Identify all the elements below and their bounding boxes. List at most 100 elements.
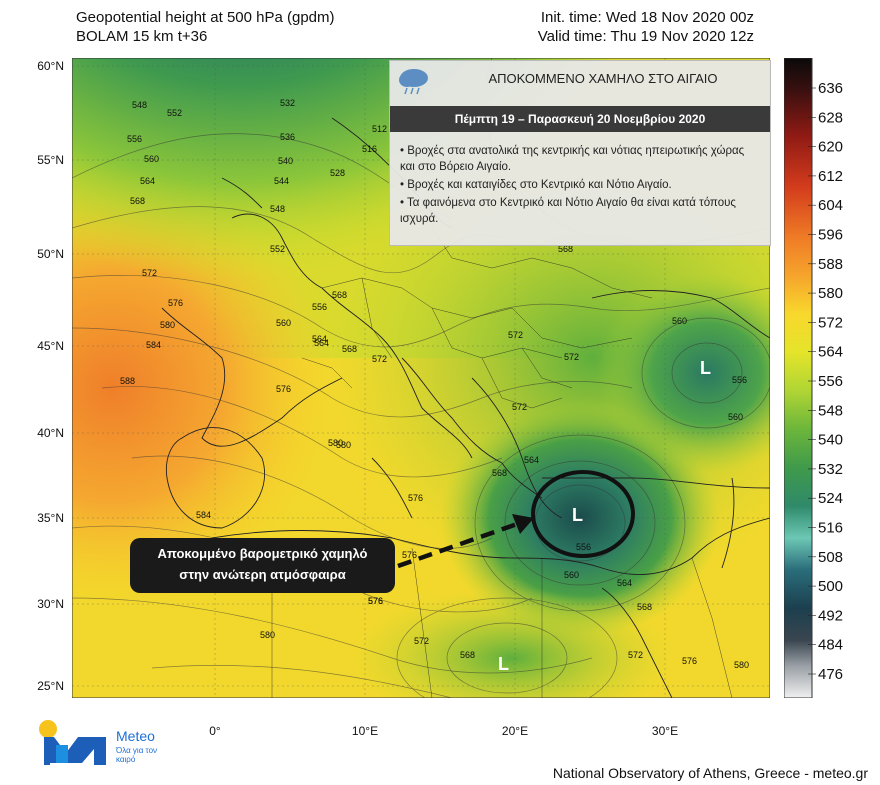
contour-label: 588 [120, 376, 135, 386]
contour-label: 568 [342, 344, 357, 354]
contour-label: 584 [196, 510, 211, 520]
contour-label: 560 [564, 570, 579, 580]
colorbar-label: 532 [818, 461, 843, 478]
lat-label: 55°N [37, 153, 64, 167]
colorbar-label: 516 [818, 520, 843, 537]
callout-line-1: Αποκομμένο βαρομετρικό χαμηλό [157, 546, 368, 561]
contour-label: 544 [274, 176, 289, 186]
colorbar-label: 572 [818, 314, 843, 331]
contour-label: 556 [732, 375, 747, 385]
contour-label: 580 [328, 438, 343, 448]
cutoff-low-callout: Αποκομμένο βαρομετρικό χαμηλό στην ανώτε… [130, 538, 395, 593]
lat-label: 50°N [37, 247, 64, 261]
contour-label: 564 [314, 338, 329, 348]
colorbar-label: 556 [818, 373, 843, 390]
contour-label: 552 [270, 244, 285, 254]
contour-label: 576 [368, 596, 383, 606]
colorbar-label: 604 [818, 197, 843, 214]
colorbar-label: 580 [818, 285, 843, 302]
contour-label: 584 [146, 340, 161, 350]
lon-label: 0° [209, 724, 221, 738]
colorbar-label: 492 [818, 607, 843, 624]
contour-label: 580 [260, 630, 275, 640]
contour-label: 528 [330, 168, 345, 178]
colorbar-label: 628 [818, 109, 843, 126]
low-pressure-libya: L [498, 654, 509, 674]
lat-label: 45°N [37, 339, 64, 353]
callout-arrow [397, 514, 534, 569]
colorbar-label: 500 [818, 578, 843, 595]
contour-label: 572 [142, 268, 157, 278]
meteo-logo-icon [39, 720, 106, 765]
contour-label: 576 [682, 656, 697, 666]
contour-label: 564 [312, 334, 327, 344]
model-label: BOLAM 15 km t+36 [76, 28, 208, 45]
contour-label: 576 [368, 596, 383, 606]
contour-label: 576 [402, 550, 417, 560]
colorbar-label: 564 [818, 344, 843, 361]
contour-label: 560 [144, 154, 159, 164]
info-bullet: • Βροχές στα ανατολικά της κεντρικής και… [400, 145, 745, 173]
contour-label: 572 [564, 352, 579, 362]
contour-label: 540 [278, 156, 293, 166]
contour-label: 572 [372, 354, 387, 364]
colorbar-label: 540 [818, 432, 843, 449]
lon-label: 20°E [501, 724, 529, 738]
colorbar-label: 620 [818, 139, 843, 156]
colorbar-label: 484 [818, 637, 843, 654]
colorbar-label: 636 [818, 80, 843, 97]
contour-label: 568 [637, 602, 652, 612]
colorbar: 636 628 620 612 604 596 588 580 572 564 556 548 540 5… [784, 58, 843, 698]
contour-label: 580 [160, 320, 175, 330]
contour-label: 564 [617, 578, 632, 588]
logo-tagline: Όλα για τον καιρό [116, 746, 158, 764]
lat-label: 25°N [37, 679, 64, 693]
colorbar-label: 476 [818, 666, 843, 683]
init-time: Init. time: Wed 18 Nov 2020 00z [540, 9, 754, 26]
lat-label: 30°N [37, 597, 64, 611]
callout-line-2: στην ανώτερη ατμόσφαιρα [179, 567, 346, 582]
info-box: ΑΠΟΚΟΜΜΕΝΟ ΧΑΜΗΛΟ ΣΤΟ ΑΙΓΑΙΟ Πέμπτη 19 –… [389, 60, 771, 246]
low-highlight-ring [531, 470, 635, 558]
contour-label: 572 [508, 330, 523, 340]
lon-label: 10°E [351, 724, 379, 738]
lat-label: 40°N [37, 426, 64, 440]
contour-label: 572 [512, 402, 527, 412]
colorbar-label: 508 [818, 549, 843, 566]
contour-label: 512 [372, 124, 387, 134]
info-bullet: • Τα φαινόμενα στο Κεντρικό και Νότιο Αι… [400, 197, 736, 225]
logo-name: Meteo [116, 728, 155, 744]
colorbar-label: 524 [818, 490, 843, 507]
rain-cloud-icon [399, 69, 428, 95]
lat-label: 35°N [37, 511, 64, 525]
contour-label: 568 [492, 468, 507, 478]
contour-label: 576 [276, 384, 291, 394]
contour-label: 548 [270, 204, 285, 214]
contour-label: 536 [280, 132, 295, 142]
footer-credit: National Observatory of Athens, Greece -… [552, 765, 868, 781]
contour-label: 580 [336, 440, 351, 450]
lat-label: 60°N [37, 59, 64, 73]
contour-label: 556 [127, 134, 142, 144]
contour-label: 564 [524, 455, 539, 465]
contour-label: 568 [558, 244, 573, 254]
contour-label: 548 [132, 100, 147, 110]
contour-label: 568 [332, 290, 347, 300]
info-dates: Πέμπτη 19 – Παρασκευή 20 Νοεμβρίου 2020 [390, 106, 770, 132]
borders [271, 227, 733, 698]
contour-label: 552 [167, 108, 182, 118]
valid-time: Valid time: Thu 19 Nov 2020 12z [537, 28, 754, 45]
contour-label: 556 [312, 302, 327, 312]
colorbar-label: 548 [818, 402, 843, 419]
contour-label: 560 [728, 412, 743, 422]
low-pressure-aegean: L [572, 505, 583, 525]
contour-label: 568 [460, 650, 475, 660]
info-title: ΑΠΟΚΟΜΜΕΝΟ ΧΑΜΗΛΟ ΣΤΟ ΑΙΓΑΙΟ [488, 71, 718, 86]
contour-label: 516 [362, 144, 377, 154]
chart-header-right: Init. time: Wed 18 Nov 2020 00z Valid ti… [538, 8, 754, 46]
chart-header-left: Geopotential height at 500 hPa (gpdm) BO… [76, 8, 335, 46]
contour-label: 580 [734, 660, 749, 670]
contour-label: 560 [276, 318, 291, 328]
colorbar-label: 612 [818, 168, 843, 185]
lon-label: 30°E [651, 724, 679, 738]
